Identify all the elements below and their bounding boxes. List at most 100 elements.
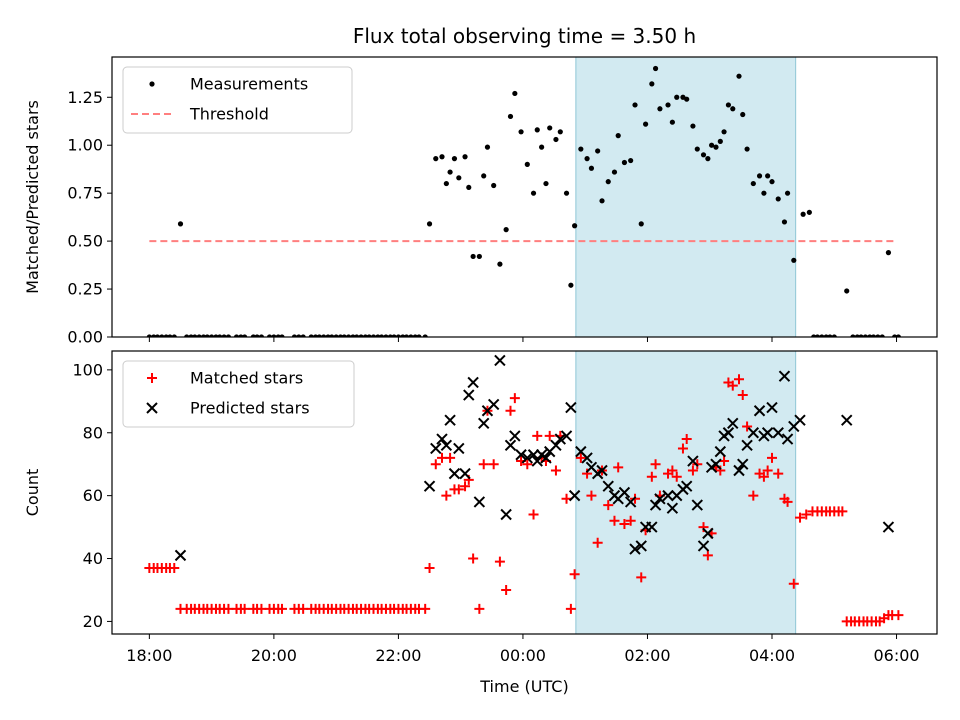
matched-point	[460, 481, 471, 492]
predicted-point	[423, 480, 436, 492]
matched-point	[561, 493, 572, 504]
measurement-point	[895, 334, 901, 337]
measurement-point	[258, 334, 265, 337]
predicted-point	[540, 452, 552, 464]
measurement-point	[524, 161, 530, 167]
measurement-point	[721, 129, 727, 135]
measurement-point	[862, 334, 868, 337]
measurement-point	[196, 334, 202, 337]
x-axis-label: Time (UTC)	[479, 677, 568, 696]
legend-plus-marker	[147, 373, 157, 383]
y-tick-label: 80	[83, 423, 103, 442]
measurement-point	[296, 334, 302, 337]
measurement-point	[300, 334, 306, 337]
legend-label: Measurements	[190, 75, 308, 94]
matched-point	[586, 490, 597, 501]
matched-point	[625, 515, 636, 526]
measurement-point	[177, 221, 184, 227]
matched-point	[782, 496, 793, 507]
measurement-point	[850, 334, 856, 337]
measurement-point	[171, 334, 177, 337]
matched-point	[505, 405, 516, 416]
predicted-point	[463, 389, 475, 401]
x-tick-label: 02:00	[624, 646, 670, 665]
legend: Matched stars Predicted stars	[122, 360, 355, 428]
legend-x-marker	[146, 402, 158, 414]
matched-point	[609, 515, 620, 526]
measurement-point	[395, 334, 402, 337]
matched-point	[801, 509, 812, 520]
measurement-point	[159, 334, 165, 337]
measurement-point	[578, 146, 584, 152]
measurement-point	[346, 334, 352, 337]
matched-point	[687, 465, 698, 476]
measurement-point	[379, 334, 385, 337]
x-tick-label: 06:00	[873, 646, 919, 665]
matched-point	[837, 506, 848, 517]
measurement-point	[443, 180, 449, 187]
predicted-point	[473, 496, 486, 508]
matched-point	[613, 462, 624, 473]
measurement-point	[831, 334, 837, 337]
predicted-point	[430, 442, 442, 455]
measurement-point	[242, 334, 248, 337]
legend-label: Predicted stars	[190, 399, 310, 418]
measurement-point	[858, 334, 864, 337]
predicted-point	[778, 370, 791, 382]
measurement-point	[730, 106, 736, 112]
predicted-point	[794, 414, 806, 426]
measurement-point	[756, 173, 763, 179]
predicted-point	[596, 464, 608, 477]
matched-point	[441, 490, 452, 501]
predicted-point	[654, 493, 666, 505]
predicted-point	[487, 398, 500, 411]
measurement-point	[329, 334, 335, 337]
measurement-point	[456, 175, 462, 181]
plot-area	[144, 354, 904, 627]
measurement-point	[649, 81, 655, 87]
y-tick-label: 60	[83, 486, 103, 505]
measurement-point	[422, 334, 428, 337]
predicted-point	[436, 433, 448, 445]
measurement-point	[426, 221, 433, 227]
y-tick-label: 0.75	[67, 184, 103, 203]
predicted-point	[714, 445, 727, 458]
measurement-point	[725, 102, 732, 108]
legend-box	[122, 66, 353, 134]
y-tick-label: 0.25	[67, 280, 103, 299]
measurement-point	[354, 334, 360, 337]
measurement-point	[391, 334, 397, 337]
measurement-point	[484, 144, 491, 150]
measurement-point	[497, 261, 503, 267]
measurement-point	[291, 334, 298, 337]
matched-point	[795, 512, 806, 523]
matched-point	[650, 459, 661, 470]
predicted-point	[766, 401, 778, 414]
measurement-point	[279, 334, 285, 337]
predicted-point	[515, 449, 527, 461]
series-measurements	[146, 65, 901, 337]
predicted-point	[602, 480, 614, 492]
matched-point	[893, 610, 904, 621]
measurement-point	[814, 334, 821, 337]
measurement-point	[408, 334, 414, 337]
measurement-point	[781, 219, 788, 225]
predicted-point	[459, 467, 471, 480]
predicted-point	[504, 439, 517, 452]
matched-point	[430, 459, 441, 470]
predicted-point	[560, 430, 573, 442]
measurement-point	[271, 334, 277, 337]
measurement-point	[791, 257, 797, 263]
predicted-point	[761, 427, 774, 439]
measurement-point	[433, 156, 439, 162]
measurement-point	[638, 221, 644, 227]
predicted-point	[478, 417, 490, 430]
matched-point	[702, 550, 713, 561]
matched-point	[494, 556, 505, 567]
measurement-point	[217, 334, 223, 337]
measurement-point	[543, 180, 549, 187]
plot-area	[146, 65, 901, 337]
measurement-point	[605, 179, 611, 185]
legend: Measurements Threshold	[122, 66, 353, 134]
matched-point	[767, 452, 777, 463]
